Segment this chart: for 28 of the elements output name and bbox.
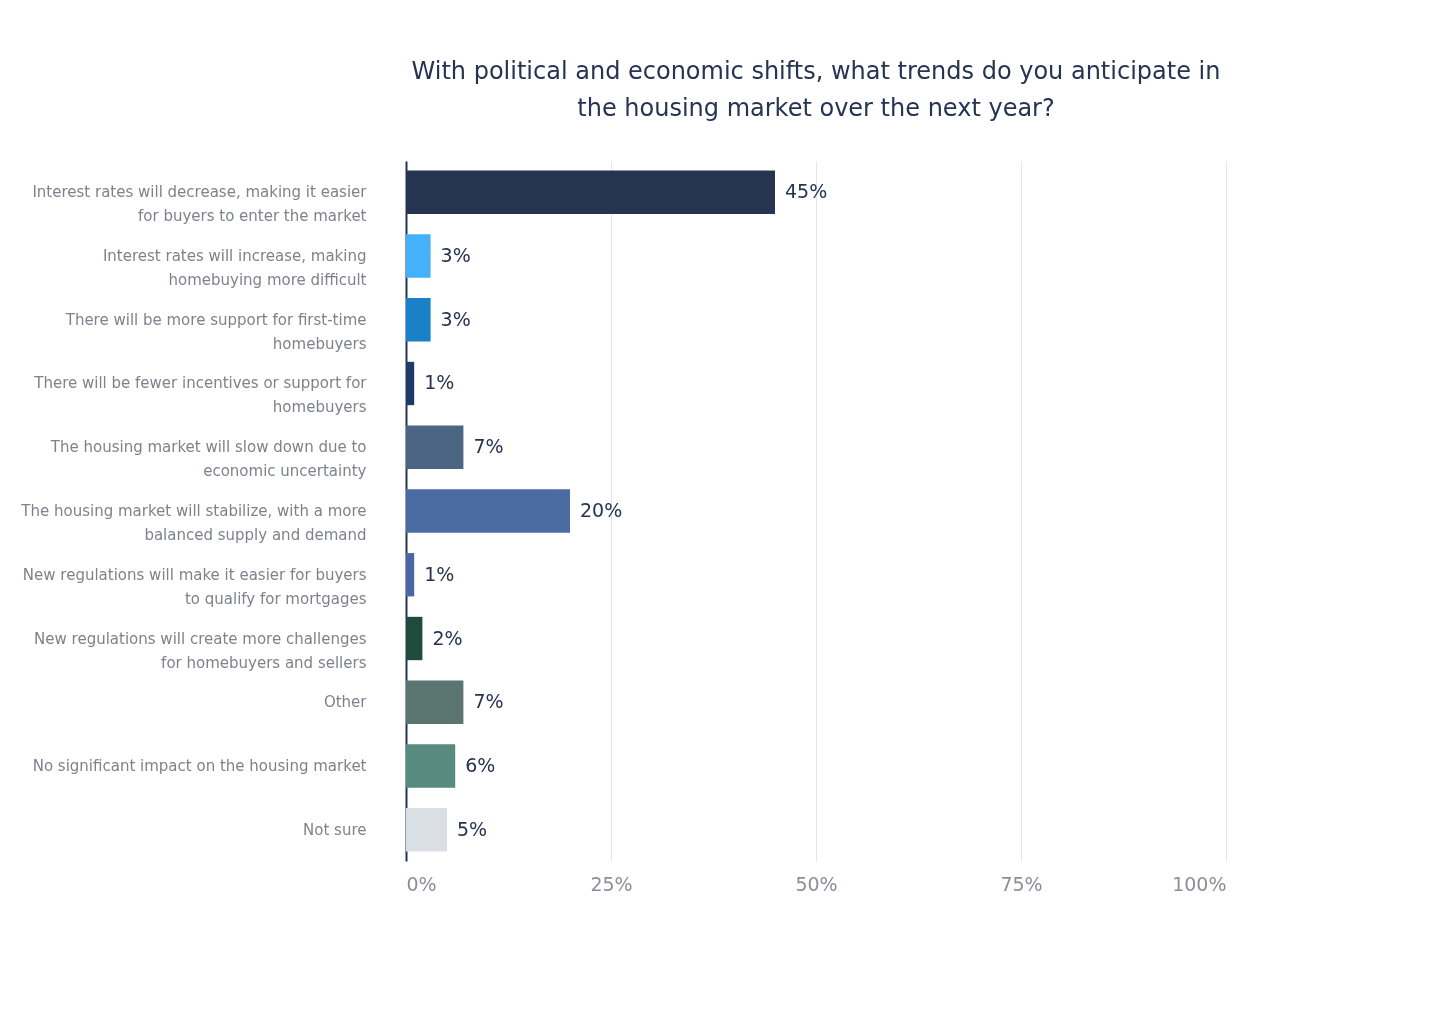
x-tick-label: 0% <box>406 872 437 895</box>
y-tick-label: Not sure <box>303 820 367 839</box>
data-label: 7% <box>473 435 504 458</box>
data-label: 7% <box>473 690 504 713</box>
y-tick-label: There will be fewer incentives or support for homebuyers <box>33 374 368 417</box>
y-tick-label: No significant impact on the housing market <box>32 757 367 776</box>
y-tick-label: The housing market will stabilize, with a more balanced supply and demand <box>20 502 367 544</box>
x-tick-label: 100% <box>1172 872 1227 895</box>
data-label: 1% <box>424 371 455 394</box>
data-label: 3% <box>440 243 471 266</box>
y-tick-label: Interest rates will decrease, making it easier for buyers to enter the market <box>32 183 368 226</box>
y-tick-label: Other <box>323 693 368 712</box>
x-tick-label: 75% <box>1000 872 1043 895</box>
data-label: 2% <box>432 626 463 649</box>
y-tick-label: Interest rates will increase, making homebuying more difficult <box>102 246 367 289</box>
x-tick-label: 25% <box>590 872 633 895</box>
y-tick-label: The housing market will slow down due to economic uncertainty <box>49 438 367 481</box>
data-label: 6% <box>465 754 496 777</box>
x-tick-label: 50% <box>795 872 838 895</box>
y-tick-label: There will be more support for first-time homebuyers <box>64 310 367 353</box>
data-label: 20% <box>580 499 623 521</box>
chart-title: With political and economic shifts, what trends do you anticipate in the housing market over the next year? <box>411 57 1221 122</box>
y-tick-label: New regulations will create more challenges for homebuyers and sellers <box>34 629 367 672</box>
data-label: 45% <box>785 180 828 203</box>
data-label: 5% <box>457 817 488 840</box>
data-label: 3% <box>440 307 471 330</box>
data-label: 1% <box>424 562 455 585</box>
y-tick-label: New regulations will make it easier for buyers to qualify for mortgages <box>22 565 367 608</box>
